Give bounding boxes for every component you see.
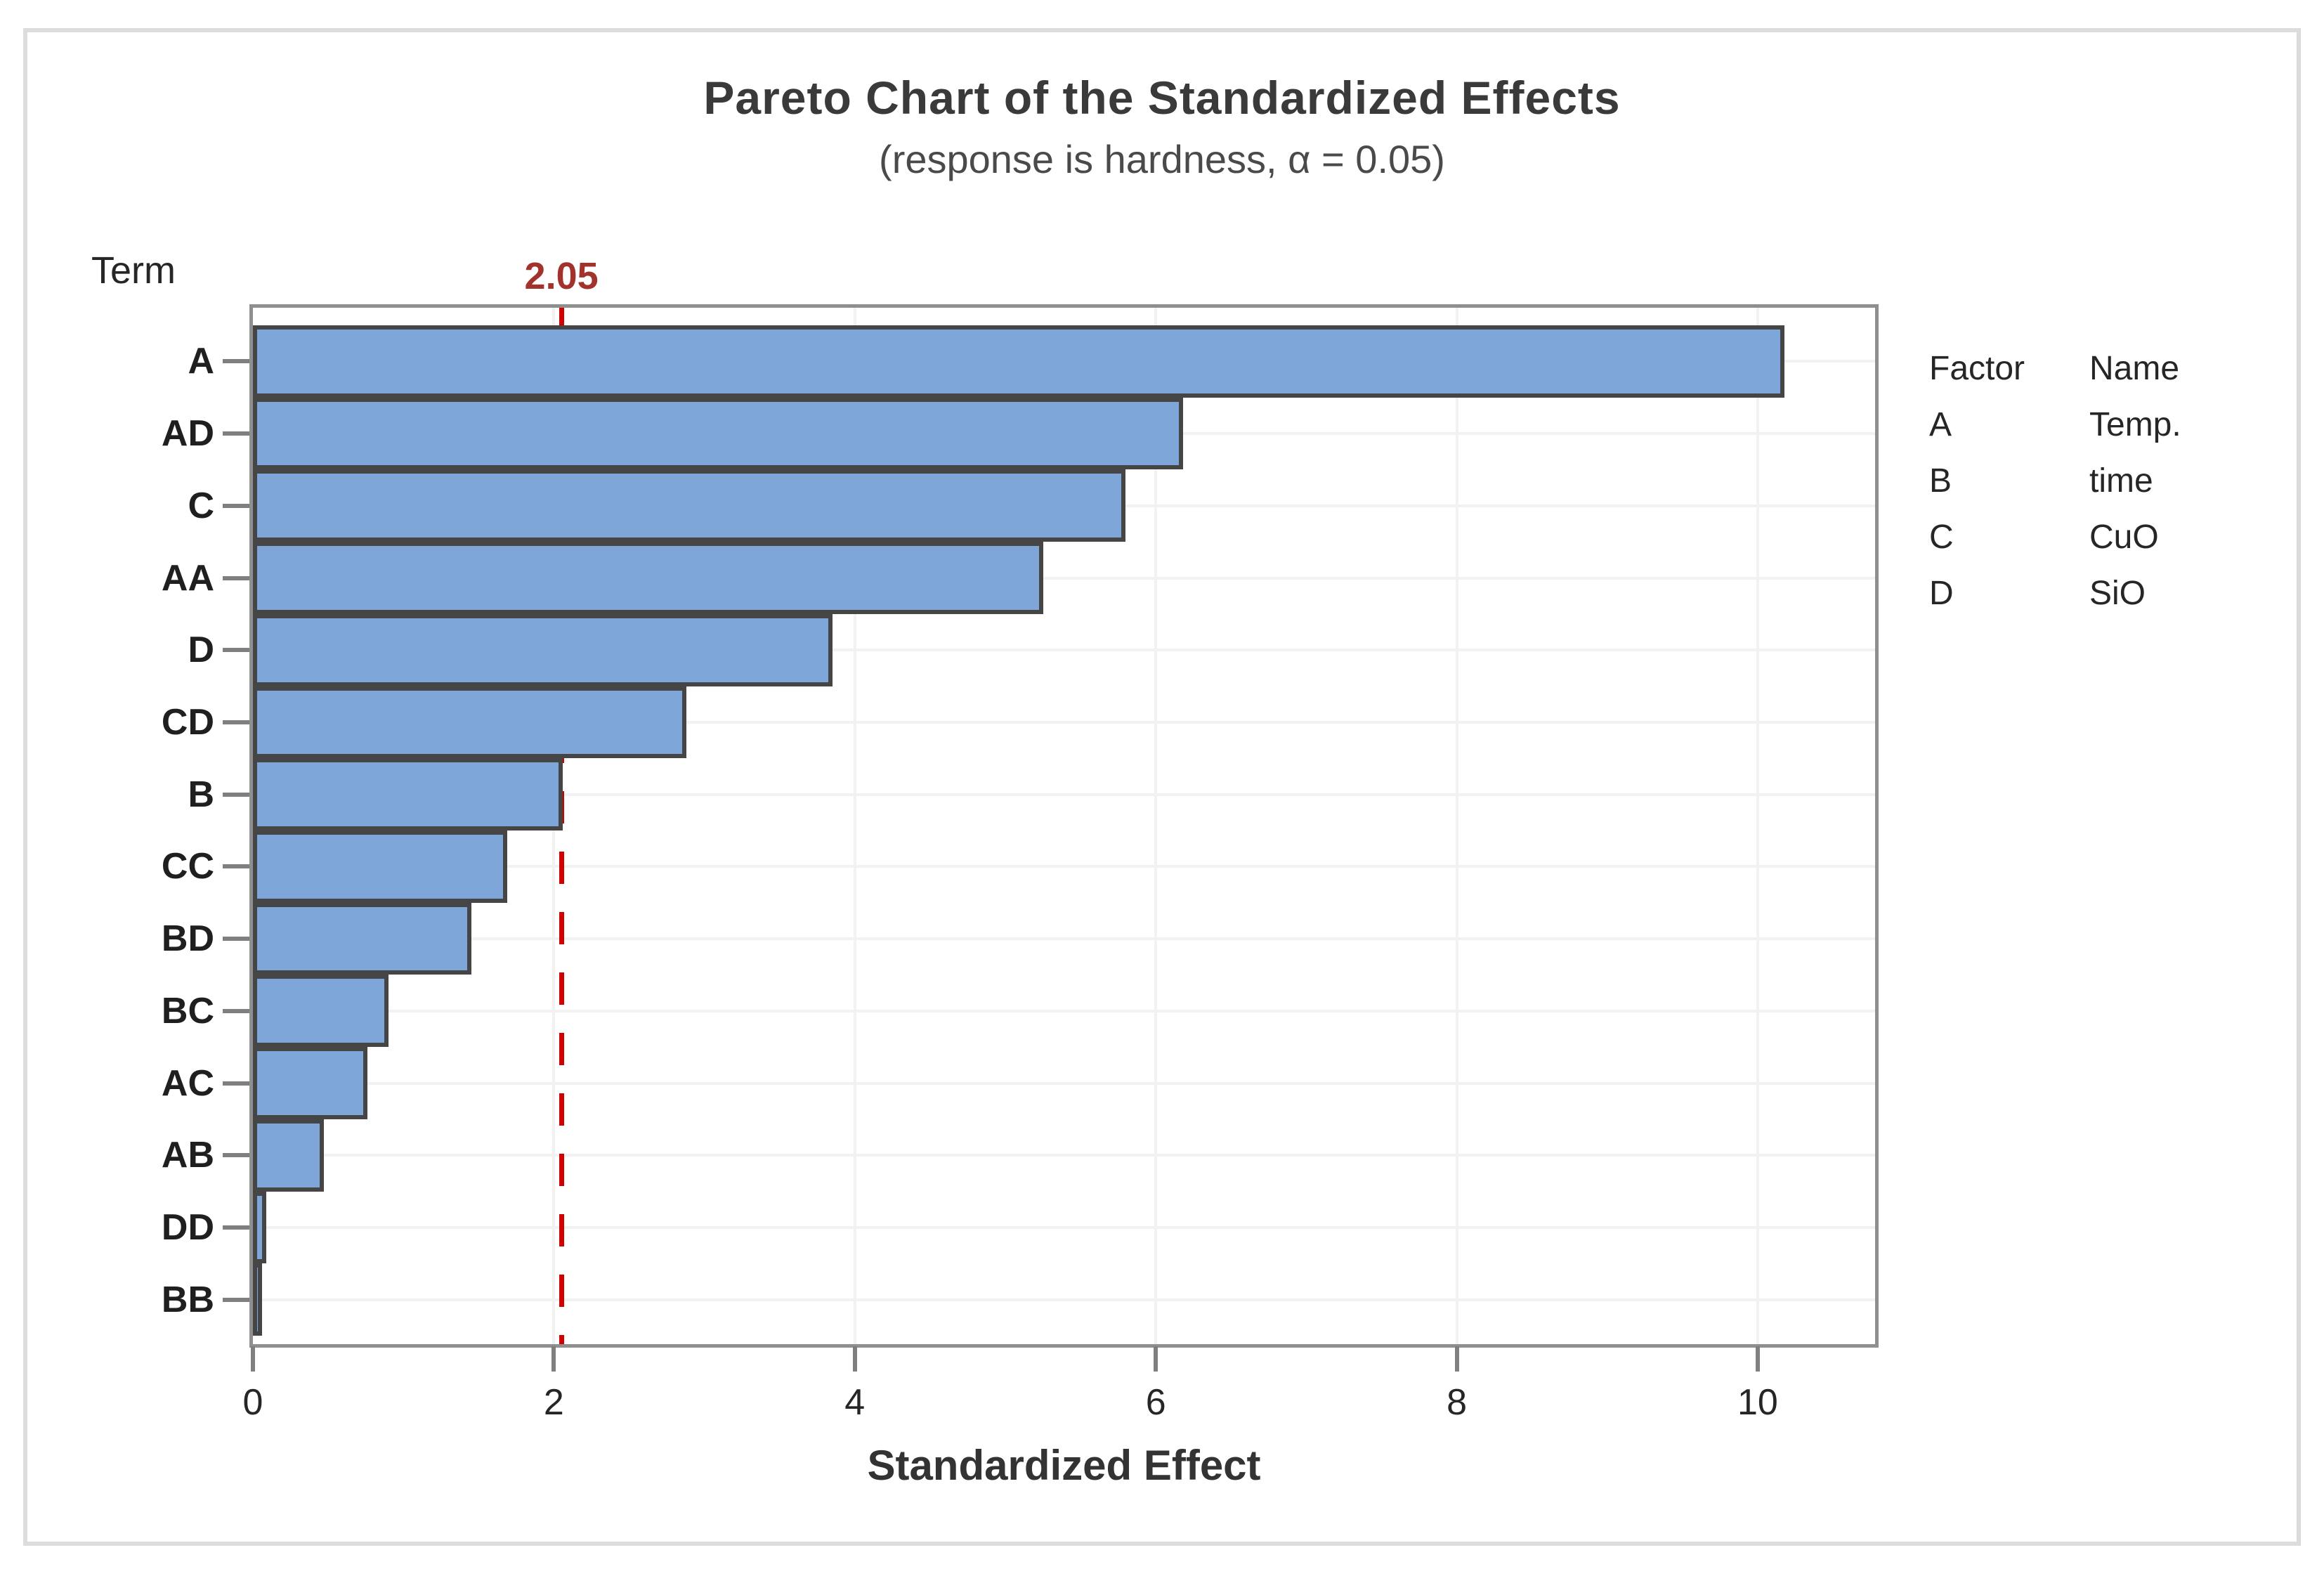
chart-subtitle: (response is hardness, α = 0.05) xyxy=(879,137,1445,181)
y-axis-title: Term xyxy=(91,249,176,292)
y-tick xyxy=(223,1297,249,1302)
y-tick xyxy=(223,937,249,942)
y-tick xyxy=(223,792,249,797)
legend-factor-value: B xyxy=(1929,462,1952,500)
gridline-horizontal xyxy=(253,1225,1875,1229)
gridline-horizontal xyxy=(253,793,1875,796)
plot-area: 2.05 A AD C AA D CD B CC BD BC AC AB DD BB 0 2 4 6 8 10 xyxy=(162,255,1879,1423)
y-tick-label-cc: CC xyxy=(161,846,214,887)
bar-b xyxy=(253,758,563,831)
bar-ab xyxy=(253,1119,324,1192)
bar-ad xyxy=(253,397,1183,470)
bar-aa xyxy=(253,542,1043,614)
y-tick xyxy=(223,359,249,364)
y-tick-label-ab: AB xyxy=(161,1135,214,1176)
x-tick-label-6: 6 xyxy=(1145,1382,1166,1423)
gridline-vertical xyxy=(1756,308,1759,1344)
y-tick-label-bd: BD xyxy=(161,918,214,960)
y-tick-label-cd: CD xyxy=(161,701,214,743)
gridline-vertical xyxy=(853,308,856,1344)
legend-factor-value: C xyxy=(1929,519,1954,556)
bar-bd xyxy=(253,902,471,975)
bar-c xyxy=(253,469,1126,542)
x-axis-title: Standardized Effect xyxy=(867,1442,1261,1489)
bar-cc xyxy=(253,831,507,903)
y-tick xyxy=(223,1225,249,1230)
y-tick xyxy=(223,648,249,653)
x-tick-label-10: 10 xyxy=(1737,1382,1778,1423)
legend-factor-value: D xyxy=(1929,575,1954,612)
x-tick-label-4: 4 xyxy=(844,1382,866,1423)
bar-cd xyxy=(253,686,686,759)
x-tick xyxy=(251,1346,255,1372)
x-tick xyxy=(1154,1346,1158,1372)
gridline-horizontal xyxy=(253,1009,1875,1012)
y-tick xyxy=(223,719,249,724)
bar-d xyxy=(253,613,833,686)
legend-name-value: Temp. xyxy=(2089,406,2181,443)
bar-bc xyxy=(253,975,389,1048)
bar-dd xyxy=(253,1191,267,1264)
y-tick-label-ad: AD xyxy=(161,413,214,455)
gridline-horizontal xyxy=(253,865,1875,868)
bar-a xyxy=(253,325,1785,398)
y-tick xyxy=(223,575,249,580)
y-tick-label-d: D xyxy=(188,630,214,671)
bar-ac xyxy=(253,1047,367,1119)
y-tick-label-ac: AC xyxy=(161,1062,214,1104)
gridline-horizontal xyxy=(253,576,1875,580)
y-tick xyxy=(223,431,249,436)
y-tick xyxy=(223,1081,249,1086)
y-tick-label-aa: AA xyxy=(161,557,214,599)
y-tick xyxy=(223,1008,249,1013)
figure-frame: Pareto Chart of the Standardized Effects… xyxy=(23,28,2301,1546)
x-tick xyxy=(1454,1346,1459,1372)
gridline-horizontal xyxy=(253,1298,1875,1301)
x-tick-label-8: 8 xyxy=(1447,1382,1467,1423)
y-tick xyxy=(223,864,249,869)
y-tick xyxy=(223,1153,249,1158)
gridline-vertical xyxy=(1455,308,1458,1344)
y-tick xyxy=(223,503,249,508)
y-tick-label-bb: BB xyxy=(161,1279,214,1320)
y-tick-label-a: A xyxy=(188,341,214,382)
x-tick-label-2: 2 xyxy=(543,1382,564,1423)
gridline-horizontal xyxy=(253,1081,1875,1085)
y-tick-label-bc: BC xyxy=(161,990,214,1031)
bar-bb xyxy=(253,1263,262,1336)
reference-line-label: 2.05 xyxy=(524,255,599,297)
chart-title: Pareto Chart of the Standardized Effects xyxy=(703,72,1621,124)
gridline-horizontal xyxy=(253,937,1875,941)
gridline-horizontal xyxy=(253,720,1875,724)
y-tick-label-c: C xyxy=(188,485,214,526)
legend-header-factor: Factor xyxy=(1929,350,2025,387)
legend-name-value: SiO xyxy=(2089,575,2146,612)
x-tick xyxy=(551,1346,556,1372)
gridline-horizontal xyxy=(253,1154,1875,1157)
x-tick-label-0: 0 xyxy=(242,1382,263,1423)
gridline-horizontal xyxy=(253,649,1875,652)
legend-header-name: Name xyxy=(2089,350,2180,387)
x-tick xyxy=(852,1346,857,1372)
y-tick-label-b: B xyxy=(188,774,214,815)
y-tick-label-dd: DD xyxy=(161,1206,214,1248)
legend-name-value: time xyxy=(2089,462,2153,500)
gridline-vertical xyxy=(1154,308,1158,1344)
x-tick xyxy=(1755,1346,1760,1372)
legend-name-value: CuO xyxy=(2089,519,2159,556)
legend-factor-value: A xyxy=(1929,406,1952,443)
